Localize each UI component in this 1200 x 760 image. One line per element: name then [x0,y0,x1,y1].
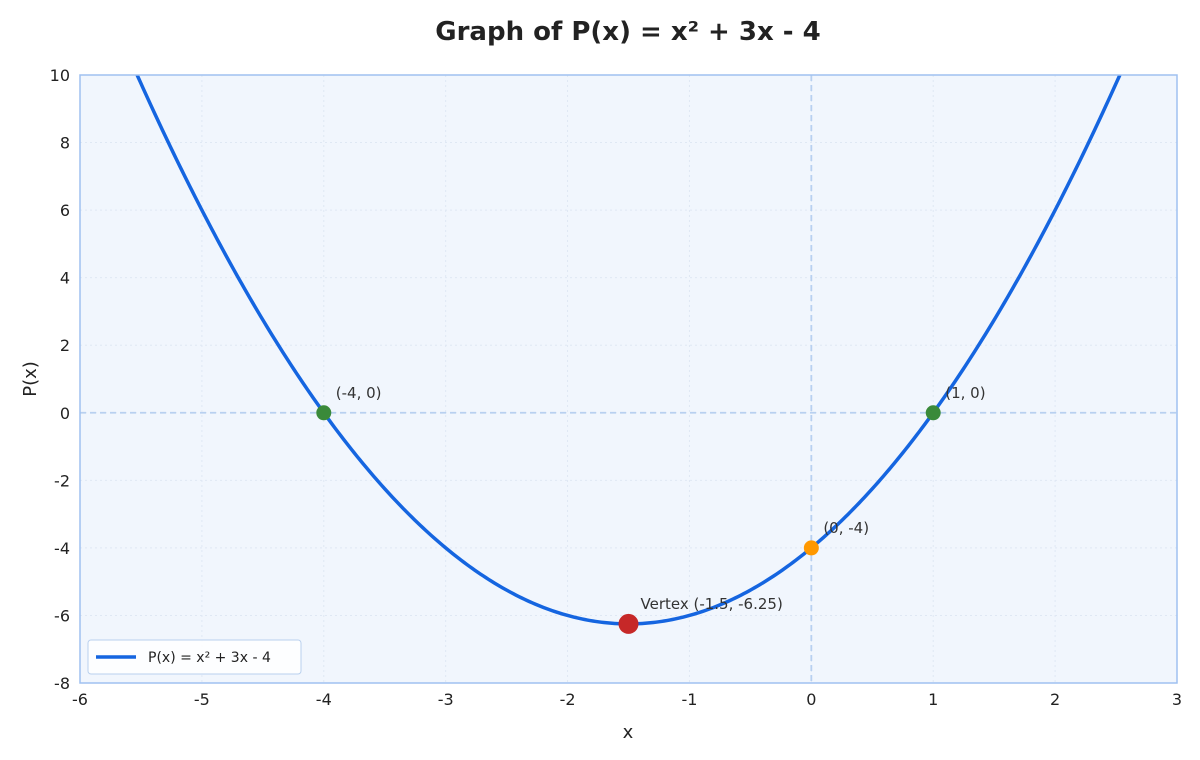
x-tick-label: -2 [560,690,576,709]
x-tick-label: -1 [681,690,697,709]
reference-lines [80,75,1177,683]
y-tick-label: -2 [54,471,70,490]
annotation-root-right: (1, 0) [945,384,985,402]
legend: P(x) = x² + 3x - 4 [87,639,302,675]
y-tick-label: -4 [54,539,70,558]
x-tick-label: 3 [1172,690,1182,709]
x-tick-label: 2 [1050,690,1060,709]
legend-box [87,639,302,675]
point-y-intercept [803,540,819,556]
chart-title: Graph of P(x) = x² + 3x - 4 [435,17,820,47]
legend-label: P(x) = x² + 3x - 4 [148,650,271,666]
point-root-left [316,405,332,421]
y-axis-label: P(x) [20,361,41,397]
x-tick-label: -5 [194,690,210,709]
plot-frame [79,74,1178,684]
y-tick-label: 6 [60,201,70,220]
y-tick-label: 4 [60,269,70,288]
plot-area [80,75,1177,683]
y-tick-label: 8 [60,134,70,153]
x-tick-label: -6 [72,690,88,709]
x-tick-label: 0 [806,690,816,709]
point-root-right [925,405,941,421]
x-tick-label: -3 [438,690,454,709]
annotation-y-intercept: (0, -4) [823,519,869,537]
y-tick-label: -6 [54,606,70,625]
x-axis-label: x [623,722,634,743]
y-tick-label: 2 [60,336,70,355]
annotation-vertex: Vertex (-1.5, -6.25) [641,595,783,613]
y-tick-label: 0 [60,404,70,423]
x-tick-label: 1 [928,690,938,709]
x-tick-label: -4 [316,690,332,709]
point-vertex [618,613,639,634]
annotation-root-left: (-4, 0) [336,384,382,402]
y-tick-label: 10 [50,66,70,85]
y-tick-label: -8 [54,674,70,693]
points-layer: (-4, 0) (1, 0) (0, -4) Vertex (-1.5, -6.25) [316,384,986,634]
